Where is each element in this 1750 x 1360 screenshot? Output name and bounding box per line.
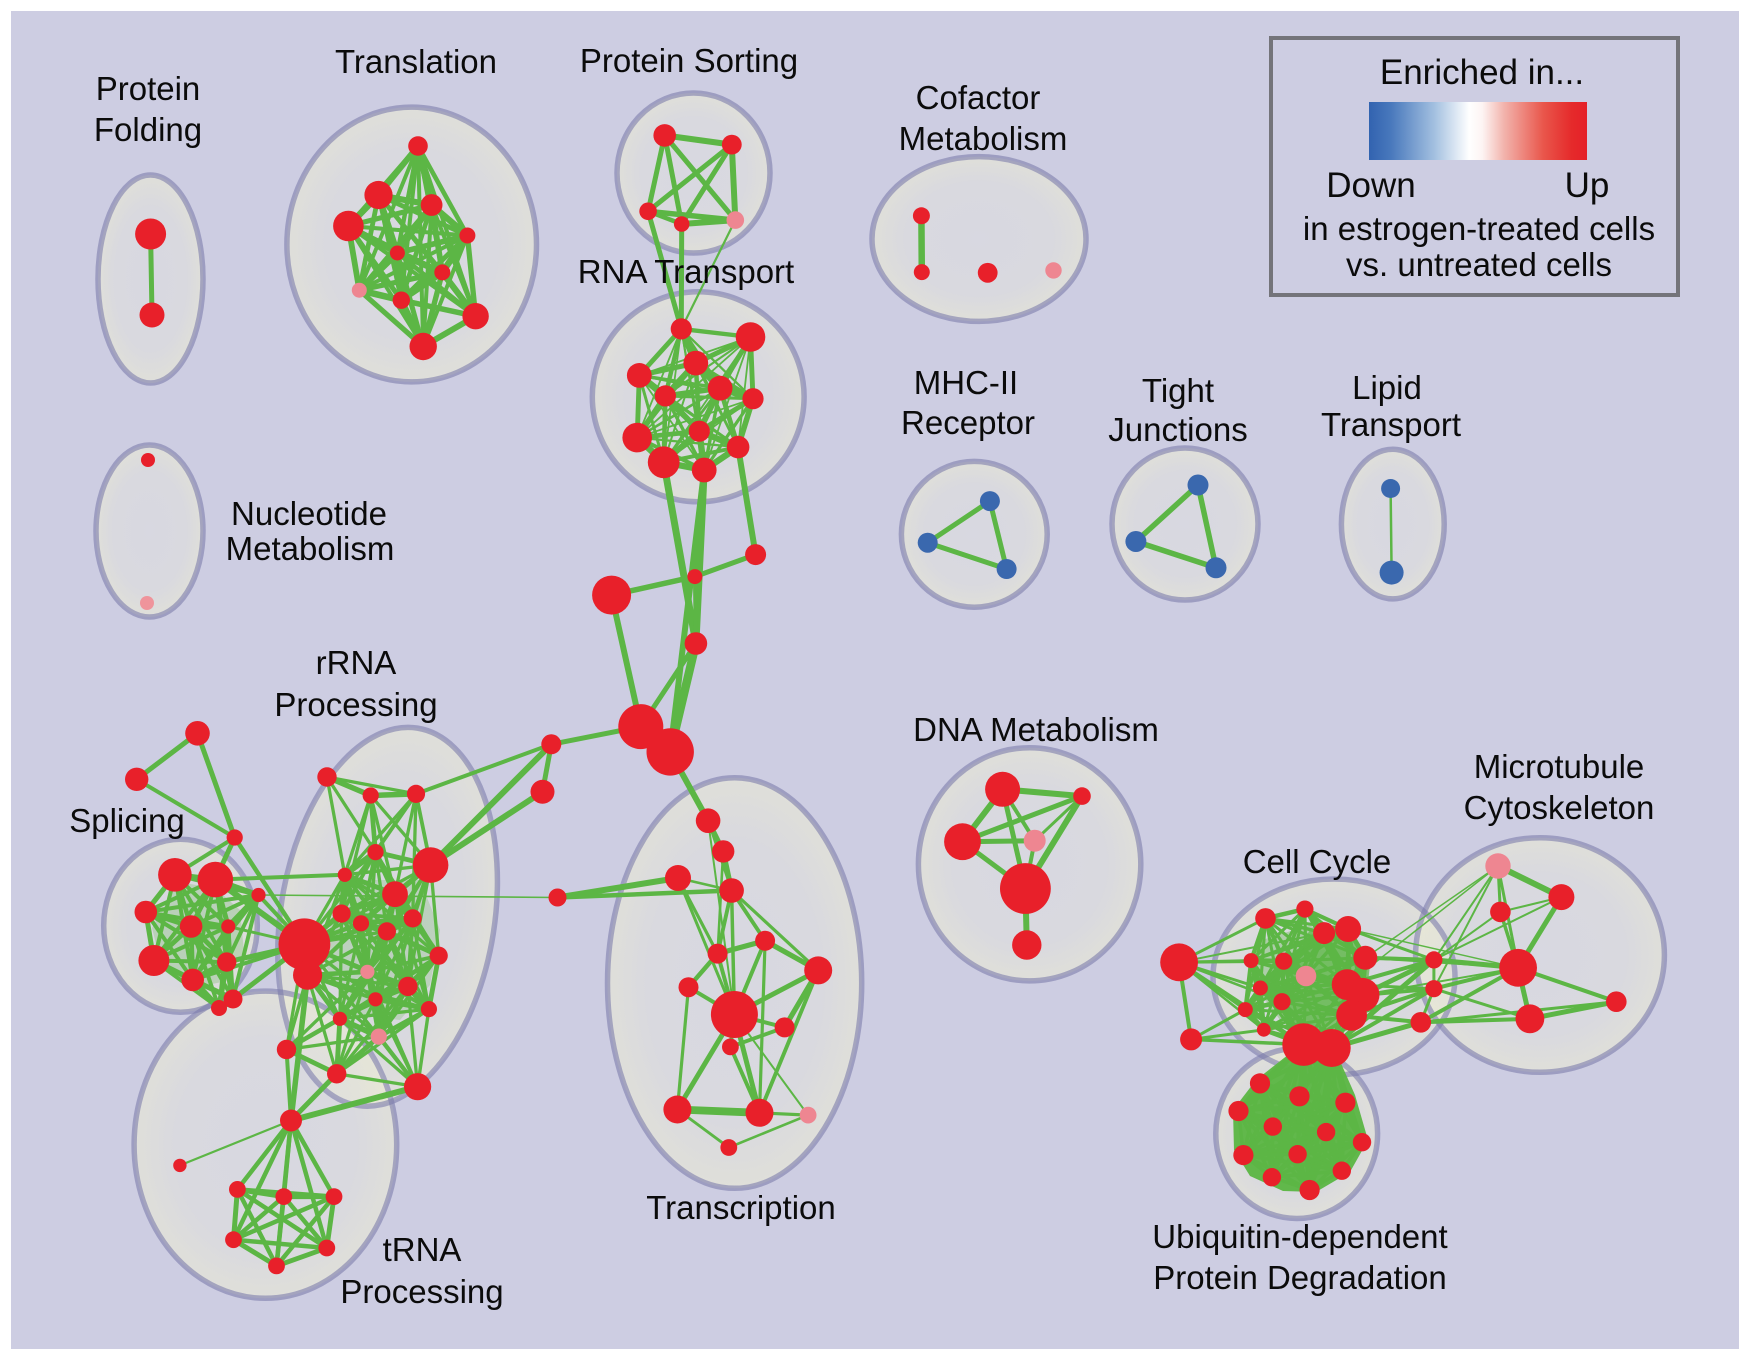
svg-text:Protein Sorting: Protein Sorting	[580, 42, 798, 79]
svg-text:rRNA: rRNA	[316, 644, 397, 681]
svg-text:Protein: Protein	[96, 70, 201, 107]
svg-text:Tight: Tight	[1142, 372, 1214, 409]
svg-text:Folding: Folding	[94, 111, 202, 148]
svg-text:Transcription: Transcription	[646, 1189, 836, 1226]
svg-text:MHC-II: MHC-II	[914, 364, 1018, 401]
svg-text:Metabolism: Metabolism	[899, 120, 1068, 157]
svg-text:Receptor: Receptor	[901, 404, 1035, 441]
svg-text:Processing: Processing	[274, 686, 437, 723]
svg-text:Translation: Translation	[335, 43, 497, 80]
svg-text:Nucleotide: Nucleotide	[231, 495, 387, 532]
svg-text:Ubiquitin-dependent: Ubiquitin-dependent	[1152, 1218, 1447, 1255]
svg-text:DNA Metabolism: DNA Metabolism	[913, 711, 1159, 748]
svg-text:Protein Degradation: Protein Degradation	[1153, 1259, 1447, 1296]
svg-text:RNA Transport: RNA Transport	[578, 253, 794, 290]
svg-text:Splicing: Splicing	[69, 802, 185, 839]
svg-text:Processing: Processing	[340, 1273, 503, 1310]
svg-text:Enriched in...: Enriched in...	[1380, 53, 1584, 92]
svg-text:Metabolism: Metabolism	[226, 530, 395, 567]
svg-text:Cell Cycle: Cell Cycle	[1243, 843, 1392, 880]
svg-text:Microtubule: Microtubule	[1474, 748, 1645, 785]
svg-text:in estrogen-treated cells: in estrogen-treated cells	[1303, 210, 1655, 247]
svg-text:Lipid: Lipid	[1352, 369, 1422, 406]
svg-text:vs. untreated cells: vs. untreated cells	[1346, 246, 1612, 283]
svg-text:Cytoskeleton: Cytoskeleton	[1464, 789, 1655, 826]
svg-text:tRNA: tRNA	[383, 1231, 462, 1268]
svg-text:Down: Down	[1326, 166, 1415, 205]
svg-text:Transport: Transport	[1321, 406, 1461, 443]
svg-text:Junctions: Junctions	[1108, 411, 1247, 448]
svg-text:Up: Up	[1565, 166, 1610, 205]
svg-text:Cofactor: Cofactor	[916, 79, 1041, 116]
